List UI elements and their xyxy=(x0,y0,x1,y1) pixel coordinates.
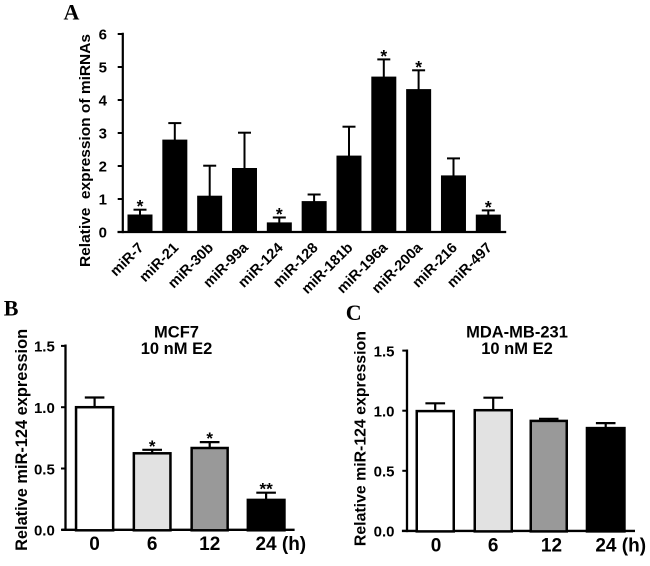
svg-text:24 (h): 24 (h) xyxy=(595,535,646,556)
svg-text:4: 4 xyxy=(99,93,108,110)
svg-text:2: 2 xyxy=(99,159,107,176)
svg-text:10 nM E2: 10 nM E2 xyxy=(481,340,553,358)
svg-text:6: 6 xyxy=(99,27,107,44)
svg-text:6: 6 xyxy=(147,534,158,555)
svg-text:12: 12 xyxy=(199,534,220,555)
svg-text:Relative expression of miRNAs: Relative expression of miRNAs xyxy=(77,34,94,267)
svg-text:0: 0 xyxy=(431,535,442,556)
svg-text:B: B xyxy=(4,295,19,320)
svg-text:1.5: 1.5 xyxy=(34,339,55,356)
svg-text:24 (h): 24 (h) xyxy=(255,534,306,555)
svg-text:A: A xyxy=(64,0,80,25)
svg-text:0.0: 0.0 xyxy=(374,524,395,541)
svg-text:*: * xyxy=(380,46,387,66)
svg-text:C: C xyxy=(346,300,362,325)
svg-text:1: 1 xyxy=(99,192,107,209)
svg-text:6: 6 xyxy=(488,535,499,556)
svg-text:Relative miR-124 expression: Relative miR-124 expression xyxy=(353,331,370,546)
svg-text:Relative miR-124 expression: Relative miR-124 expression xyxy=(13,329,31,551)
svg-text:**: ** xyxy=(259,480,273,499)
svg-text:0.5: 0.5 xyxy=(34,461,55,478)
svg-text:12: 12 xyxy=(541,535,562,556)
svg-text:5: 5 xyxy=(99,60,107,77)
svg-text:0: 0 xyxy=(89,534,100,555)
svg-text:1.5: 1.5 xyxy=(374,343,395,360)
svg-text:MCF7: MCF7 xyxy=(154,323,199,341)
svg-text:*: * xyxy=(276,204,283,224)
svg-text:1.0: 1.0 xyxy=(34,400,55,417)
svg-text:*: * xyxy=(206,429,213,448)
svg-text:MDA-MB-231: MDA-MB-231 xyxy=(466,323,568,341)
svg-text:3: 3 xyxy=(99,126,107,143)
svg-text:1.0: 1.0 xyxy=(374,404,395,421)
svg-text:*: * xyxy=(149,437,156,456)
svg-text:*: * xyxy=(137,196,144,216)
svg-text:0.0: 0.0 xyxy=(34,523,55,540)
svg-text:0.5: 0.5 xyxy=(374,464,395,481)
svg-text:*: * xyxy=(415,57,422,77)
svg-text:0: 0 xyxy=(99,225,107,242)
svg-text:10 nM E2: 10 nM E2 xyxy=(141,340,213,358)
svg-text:*: * xyxy=(485,197,492,217)
